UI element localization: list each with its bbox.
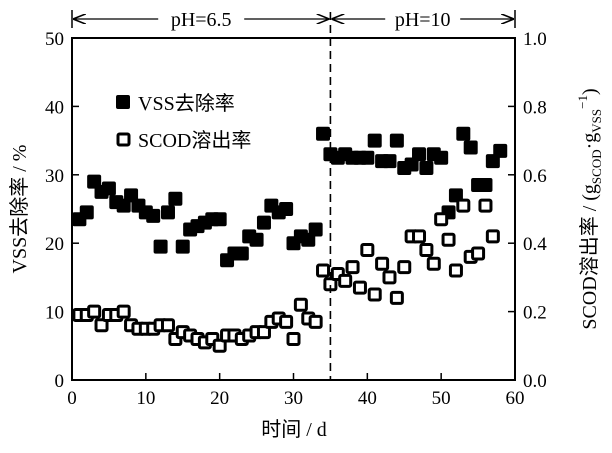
scod-point: [308, 314, 323, 329]
left-y-tick-label: 30: [45, 166, 64, 187]
vss-point: [79, 205, 94, 220]
x-tick-label: 0: [67, 388, 77, 409]
legend: VSS去除率 SCOD溶出率: [116, 92, 251, 152]
right-y-tick-label: 1.0: [523, 29, 547, 50]
scod-point: [160, 318, 175, 333]
vss-point: [478, 178, 493, 193]
scod-point: [286, 331, 301, 346]
scod-point: [448, 263, 463, 278]
vss-point: [234, 246, 249, 261]
scod-point: [352, 280, 367, 295]
right-y-tick-label: 0.2: [523, 303, 547, 324]
left-y-axis-label: VSS去除率 / %: [8, 145, 31, 274]
x-tick-label: 40: [358, 388, 377, 409]
scod-point: [375, 256, 390, 271]
vss-point: [419, 160, 434, 175]
right-y-tick-label: 0.8: [523, 97, 547, 118]
scod-point: [441, 232, 456, 247]
vss-point: [279, 202, 294, 216]
vss-point: [360, 150, 375, 165]
vss-point: [153, 239, 168, 254]
scod-point: [397, 260, 412, 275]
x-tick-label: 60: [506, 388, 525, 409]
scod-point: [471, 246, 486, 261]
scod-point: [212, 338, 227, 353]
scod-point: [367, 287, 382, 302]
phase-label: pH=10: [395, 9, 451, 31]
scod-point: [256, 325, 271, 340]
right-y-tick-label: 0.6: [523, 166, 547, 187]
x-tick-label: 10: [136, 388, 155, 409]
vss-point: [434, 150, 449, 165]
scod-point: [279, 314, 294, 329]
legend-vss-label: VSS去除率: [138, 92, 235, 115]
vss-point: [308, 222, 323, 237]
vss-point: [249, 232, 264, 247]
vss-point: [463, 140, 478, 155]
scod-point: [338, 273, 353, 288]
vss-point: [316, 126, 331, 141]
x-tick-label: 30: [284, 388, 303, 409]
x-tick-label: 50: [432, 388, 451, 409]
x-axis-label: 时间 / d: [261, 418, 327, 441]
scod-point: [87, 304, 102, 319]
scod-point: [293, 297, 308, 312]
scod-point: [345, 260, 360, 275]
vss-point: [168, 191, 183, 206]
x-tick-label: 20: [210, 388, 229, 409]
left-y-tick-label: 20: [45, 234, 64, 255]
vss-point: [382, 154, 397, 169]
scod-point: [434, 212, 449, 227]
vss-point: [101, 181, 116, 196]
legend-vss-marker: [116, 95, 130, 109]
left-y-tick-label: 10: [45, 303, 64, 324]
legend-scod-label: SCOD溶出率: [138, 129, 251, 152]
legend-scod-marker: [116, 132, 131, 147]
vss-point: [175, 239, 190, 254]
phase-label: pH=6.5: [171, 9, 232, 31]
left-y-tick-label: 50: [45, 29, 64, 50]
scod-point: [316, 263, 331, 278]
vss-point: [146, 208, 161, 223]
left-y-tick-label: 0: [55, 371, 65, 392]
left-y-tick-label: 40: [45, 97, 64, 118]
vss-point: [389, 133, 404, 148]
vss-point: [256, 215, 271, 230]
right-y-tick-label: 0.4: [523, 234, 547, 255]
right-y-axis-label: SCOD溶出率 / (gSCOD·gVSS−1): [575, 88, 604, 329]
vss-point: [412, 147, 427, 162]
scod-point: [94, 318, 109, 333]
right-y-tick-label: 0.0: [523, 371, 547, 392]
scod-point: [485, 229, 500, 244]
scod-point: [382, 270, 397, 285]
vss-point: [160, 205, 175, 220]
scod-point: [419, 243, 434, 258]
scod-point: [412, 229, 427, 244]
vss-point: [212, 212, 227, 227]
vss-point: [493, 143, 508, 158]
vss-point: [367, 133, 382, 148]
scod-point: [456, 198, 471, 213]
scod-point: [116, 304, 131, 319]
scod-point: [426, 256, 441, 271]
scod-point: [478, 198, 493, 213]
scod-point: [389, 290, 404, 305]
vss-point: [456, 126, 471, 141]
scod-point: [360, 243, 375, 258]
